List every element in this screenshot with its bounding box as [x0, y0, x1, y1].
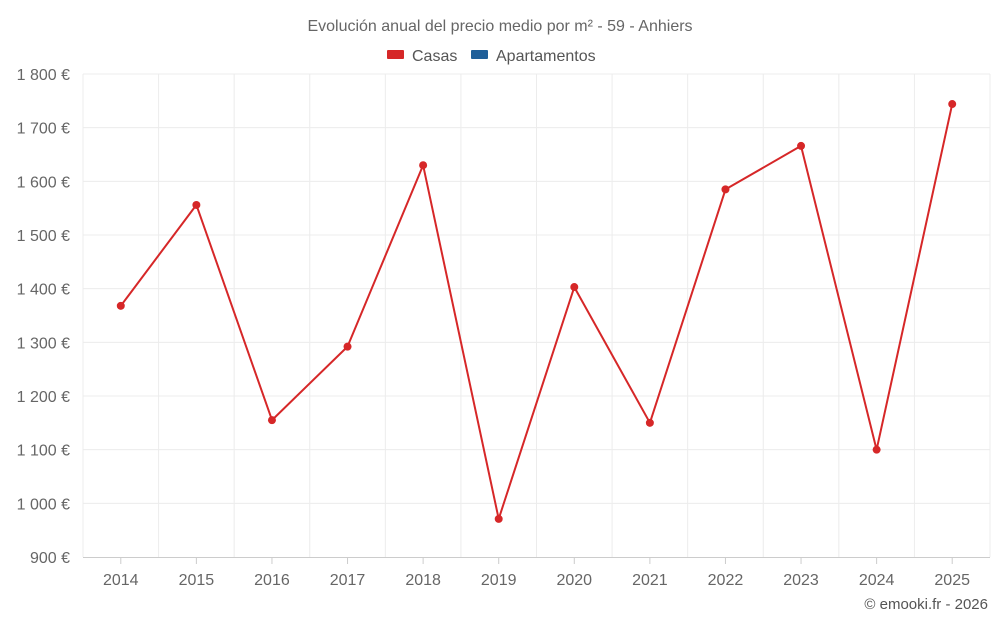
- x-tick-label: 2018: [405, 572, 441, 589]
- credit-text: © emooki.fr - 2026: [864, 596, 988, 613]
- y-tick-label: 1 800 €: [17, 67, 70, 84]
- data-point-casas[interactable]: [494, 514, 503, 523]
- x-axis-tick-labels: 2014 2015 2016 2017 2018 2019 2020 2021 2022 2023…: [103, 557, 970, 589]
- y-tick-label: 1 100 €: [17, 443, 70, 460]
- x-tick-label: 2022: [708, 572, 744, 589]
- data-point-casas[interactable]: [797, 141, 806, 150]
- data-point-casas[interactable]: [948, 100, 957, 109]
- legend-swatch-casas: [387, 50, 404, 59]
- y-tick-label: 1 000 €: [17, 496, 70, 513]
- y-axis-tick-labels: 900 € 1 000 € 1 100 € 1 200 € 1 300 € 1 400 €…: [17, 67, 70, 567]
- x-tick-label: 2024: [859, 572, 895, 589]
- x-tick-label: 2025: [934, 572, 970, 589]
- data-point-casas[interactable]: [645, 418, 654, 427]
- data-point-casas[interactable]: [419, 161, 428, 170]
- legend-label-casas[interactable]: Casas: [412, 48, 457, 65]
- x-tick-label: 2016: [254, 572, 290, 589]
- data-point-casas[interactable]: [267, 416, 276, 425]
- horizontal-gridlines: [83, 73, 990, 504]
- series-line-casas: [119, 103, 954, 520]
- legend-label-apartamentos[interactable]: Apartamentos: [496, 48, 596, 65]
- legend-swatch-apartamentos: [471, 50, 488, 59]
- x-tick-label: 2019: [481, 572, 517, 589]
- y-tick-label: 1 400 €: [17, 282, 70, 299]
- x-tick-label: 2015: [179, 572, 215, 589]
- x-tick-label: 2017: [330, 572, 366, 589]
- data-point-casas[interactable]: [570, 283, 579, 292]
- data-point-casas[interactable]: [721, 185, 730, 194]
- y-tick-label: 1 600 €: [17, 174, 70, 191]
- chart-title: Evolución anual del precio medio por m² …: [307, 18, 692, 35]
- data-point-casas[interactable]: [872, 445, 881, 454]
- x-tick-label: 2014: [103, 572, 139, 589]
- chart-legend[interactable]: Casas Apartamentos: [387, 48, 596, 65]
- data-point-casas[interactable]: [343, 342, 352, 351]
- y-tick-label: 1 300 €: [17, 335, 70, 352]
- data-point-casas[interactable]: [116, 301, 125, 310]
- vertical-gridlines: [82, 74, 991, 557]
- x-tick-label: 2023: [783, 572, 819, 589]
- y-tick-label: 1 700 €: [17, 121, 70, 138]
- x-tick-label: 2021: [632, 572, 668, 589]
- x-tick-label: 2020: [556, 572, 592, 589]
- y-tick-label: 1 500 €: [17, 228, 70, 245]
- y-tick-label: 1 200 €: [17, 389, 70, 406]
- y-tick-label: 900 €: [30, 550, 70, 567]
- series-layer: [116, 100, 957, 523]
- data-point-casas[interactable]: [192, 200, 201, 209]
